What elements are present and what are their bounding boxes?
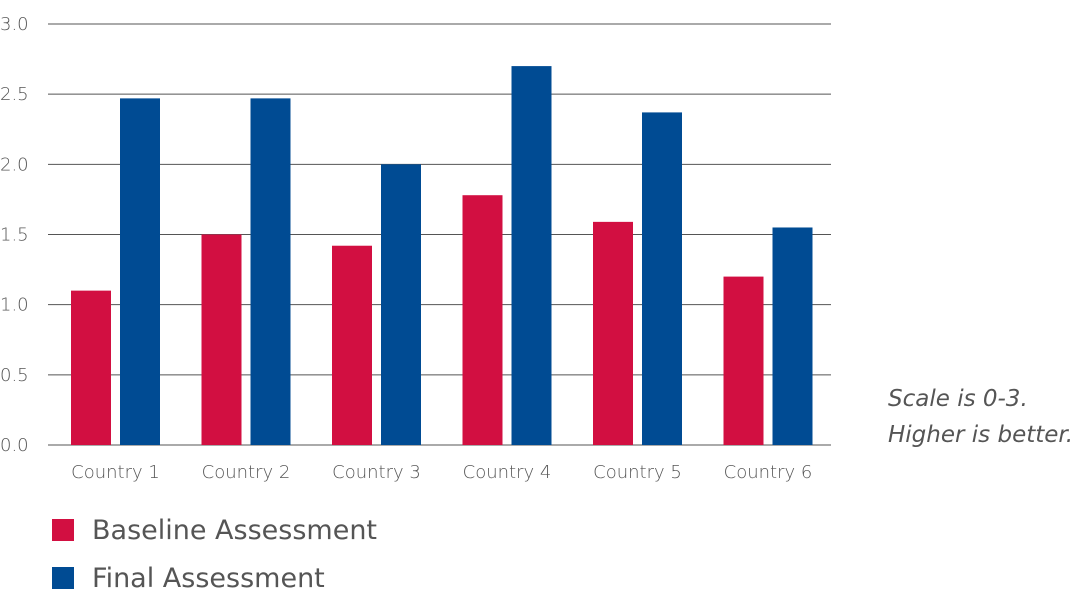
bar-baseline-6: [723, 276, 764, 445]
y-tick-label: 1.0: [0, 295, 29, 316]
gridlines: [48, 23, 831, 446]
y-tick-label: 1.5: [0, 225, 29, 246]
y-tick-label: 2.0: [0, 154, 29, 175]
y-tick-label: 2.5: [0, 84, 29, 105]
x-axis: Country 1 Country 2 Country 3 Country 4 Coun…: [71, 462, 812, 483]
x-tick-label: Country 1: [71, 462, 160, 483]
scale-note-line-2: Higher is better.: [888, 422, 1073, 448]
y-axis: 0.0 0.5 1.0 1.5 2.0 2.5 3.0: [0, 14, 29, 456]
y-tick-label: 0.0: [0, 435, 29, 456]
x-tick-label: Country 3: [332, 462, 421, 483]
y-tick-label: 3.0: [0, 14, 29, 35]
legend-label-baseline: Baseline Assessment: [92, 515, 377, 546]
x-tick-label: Country 6: [724, 462, 813, 483]
bar-baseline-3: [332, 245, 372, 445]
legend-label-final: Final Assessment: [92, 563, 325, 594]
bar-baseline-5: [593, 221, 633, 445]
bar-final-6: [772, 227, 813, 445]
bar-final-2: [250, 98, 291, 446]
bar-baseline-2: [201, 234, 242, 445]
bar-baseline-1: [71, 290, 111, 445]
legend-swatch-baseline: [52, 519, 74, 541]
scale-note: Scale is 0-3. Higher is better.: [888, 386, 1073, 448]
legend-swatch-final: [52, 567, 74, 589]
bar-final-5: [642, 112, 682, 445]
x-tick-label: Country 5: [593, 462, 682, 483]
bar-baseline-4: [462, 195, 503, 445]
y-tick-label: 0.5: [0, 365, 29, 386]
x-tick-label: Country 2: [202, 462, 291, 483]
bar-final-4: [511, 66, 552, 445]
bar-final-3: [381, 164, 421, 446]
x-tick-label: Country 4: [463, 462, 552, 483]
bars: [71, 66, 813, 446]
scale-note-line-1: Scale is 0-3.: [888, 386, 1028, 412]
legend: Baseline Assessment Final Assessment: [52, 515, 377, 594]
bar-final-1: [120, 98, 160, 446]
